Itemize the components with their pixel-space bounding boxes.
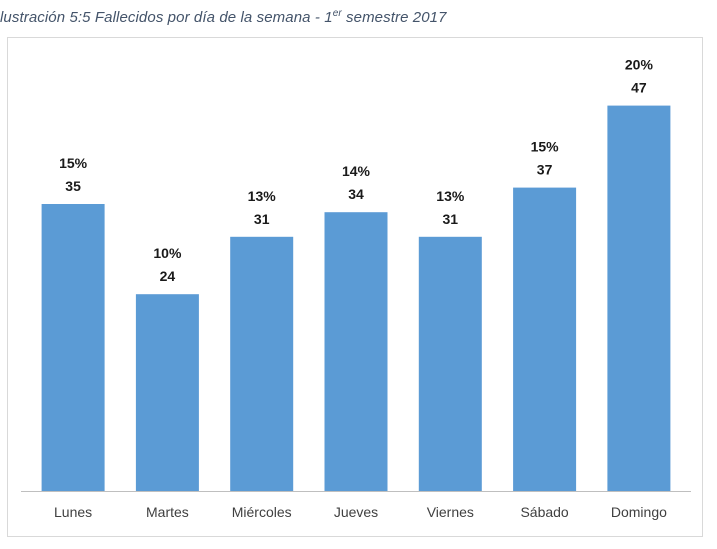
- bar-percent-label-5: 15%: [531, 139, 560, 155]
- bar-value-label-6: 47: [631, 80, 647, 96]
- bar-6: [607, 105, 671, 491]
- caption-prefix: lustración 5:5 Fallecidos por día de la …: [0, 9, 333, 26]
- x-tick-label-4: Viernes: [427, 504, 474, 520]
- x-tick-label-3: Jueves: [334, 504, 378, 520]
- bar-5: [513, 187, 577, 491]
- bar-percent-label-2: 13%: [248, 188, 277, 204]
- bar-2: [230, 236, 294, 491]
- x-tick-label-0: Lunes: [54, 504, 92, 520]
- bar-percent-label-0: 15%: [59, 155, 88, 171]
- bar-value-label-0: 35: [65, 178, 81, 194]
- x-tick-label-1: Martes: [146, 504, 189, 520]
- bars-group: [41, 105, 671, 491]
- chart-caption: lustración 5:5 Fallecidos por día de la …: [0, 7, 447, 29]
- bar-1: [135, 294, 199, 491]
- bar-value-label-5: 37: [537, 162, 553, 178]
- bar-value-label-3: 34: [348, 186, 364, 202]
- bar-4: [418, 236, 482, 491]
- bar-percent-label-1: 10%: [153, 245, 182, 261]
- bar-value-label-4: 31: [443, 211, 459, 227]
- bar-value-label-1: 24: [160, 268, 176, 284]
- bar-value-label-2: 31: [254, 211, 270, 227]
- bar-percent-label-6: 20%: [625, 57, 654, 73]
- bar-0: [41, 204, 105, 491]
- x-tick-label-6: Domingo: [611, 504, 667, 520]
- x-tick-label-2: Miércoles: [232, 504, 292, 520]
- caption-superscript: er: [332, 8, 342, 19]
- bar-percent-label-3: 14%: [342, 163, 371, 179]
- x-tick-label-5: Sábado: [520, 504, 568, 520]
- caption-suffix: semestre 2017: [341, 9, 447, 26]
- bar-3: [324, 212, 388, 491]
- bar-percent-label-4: 13%: [436, 188, 465, 204]
- data-labels-group: 15% 35 10% 24 13% 31 14% 34 13% 31 15% 37 20% 47: [59, 57, 653, 285]
- x-tick-labels-group: Lunes Martes Miércoles Jueves Viernes Sábado D…: [54, 504, 667, 520]
